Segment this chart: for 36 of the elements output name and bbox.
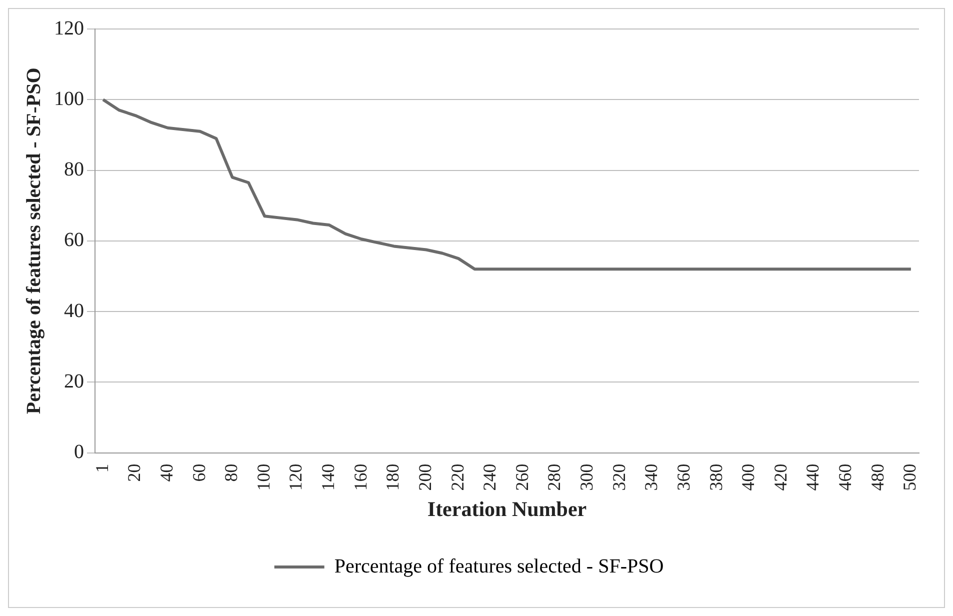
y-tick-label: 100: [54, 88, 84, 110]
x-axis-title: Iteration Number: [427, 496, 587, 521]
y-tick-label: 80: [64, 158, 84, 181]
x-tick-label: 260: [512, 464, 532, 491]
x-tick-label: 200: [414, 464, 435, 491]
x-tick-label: 100: [253, 464, 274, 491]
x-tick-label: 440: [802, 464, 823, 491]
x-tick-label: 400: [738, 464, 758, 491]
y-tick-label: 120: [54, 17, 84, 40]
x-tick-label: 280: [544, 464, 564, 491]
y-tick-label: 0: [74, 441, 84, 464]
x-tick-label: 420: [770, 464, 790, 491]
x-tick-label: 20: [124, 464, 144, 482]
x-tick-label: 460: [835, 464, 856, 491]
x-tick-label: 380: [706, 464, 726, 491]
x-tick-label: 160: [350, 464, 370, 491]
x-tick-label: 240: [480, 464, 500, 491]
y-axis-title: Percentage of features selected - SF-PSO: [23, 68, 46, 414]
y-tick-label: 20: [64, 370, 84, 392]
x-tick-label: 180: [382, 464, 403, 491]
y-tick-label: 40: [64, 300, 84, 322]
y-tick-label: 60: [64, 229, 84, 252]
x-tick-label: 220: [447, 464, 468, 491]
x-tick-label: 120: [286, 464, 306, 491]
x-tick-label: 300: [576, 464, 597, 491]
legend-label: Percentage of features selected - SF-PSO: [334, 555, 664, 578]
x-tick-label: 320: [608, 464, 629, 491]
x-tick-label: 340: [641, 464, 662, 491]
x-tick-label: 60: [188, 464, 209, 482]
x-tick-label: 500: [900, 464, 920, 491]
x-tick-label: 80: [221, 464, 242, 482]
x-tick-label: 480: [867, 464, 888, 491]
x-tick-label: 40: [156, 464, 176, 482]
x-tick-label: 360: [673, 464, 694, 491]
x-tick-label: 140: [318, 464, 338, 491]
x-tick-label: 1: [92, 464, 112, 473]
